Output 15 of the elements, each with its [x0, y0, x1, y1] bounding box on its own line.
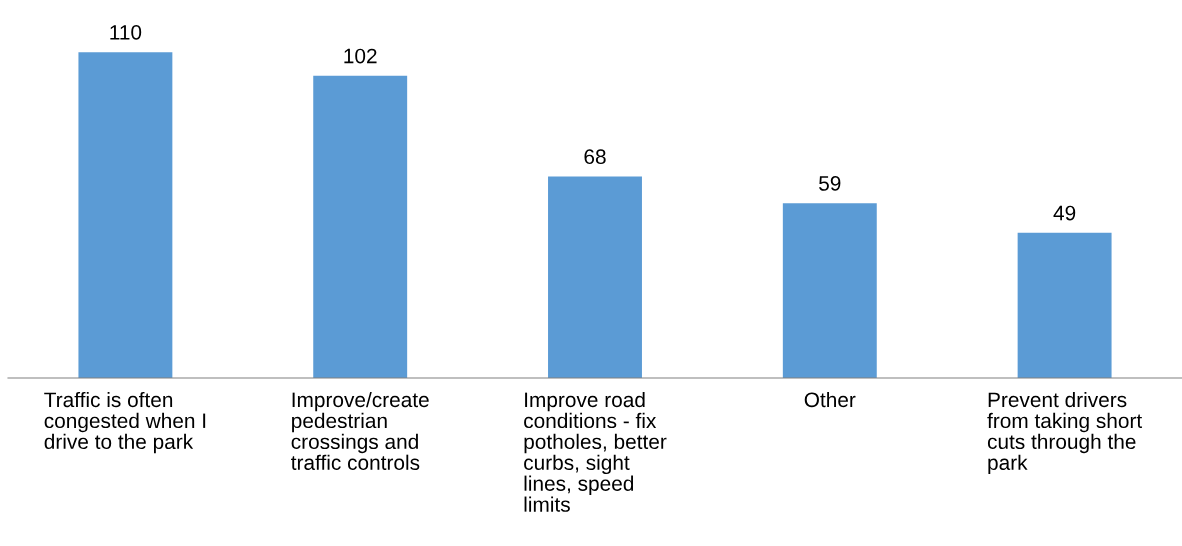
- x-tick-label: Traffic is often congested when I drive to the park: [44, 391, 206, 454]
- bar: [782, 203, 877, 378]
- data-label: 102: [344, 48, 377, 64]
- bar: [313, 75, 408, 378]
- x-tick-label: Improve/create pedestrian crossings and traffic controls: [291, 391, 429, 470]
- data-label: 49: [1053, 205, 1076, 221]
- data-label: 110: [110, 24, 142, 40]
- bar: [1017, 232, 1112, 378]
- bar: [548, 176, 642, 378]
- x-tick-label: Prevent drivers from taking short cuts through the park: [987, 391, 1143, 475]
- x-tick-label: Improve road conditions - fix potholes, better curbs, sight lines, speed limits: [524, 391, 667, 512]
- data-label: 68: [584, 149, 606, 165]
- data-label: 59: [819, 176, 841, 191]
- bar: [78, 52, 173, 378]
- x-tick-label: Other: [804, 391, 856, 408]
